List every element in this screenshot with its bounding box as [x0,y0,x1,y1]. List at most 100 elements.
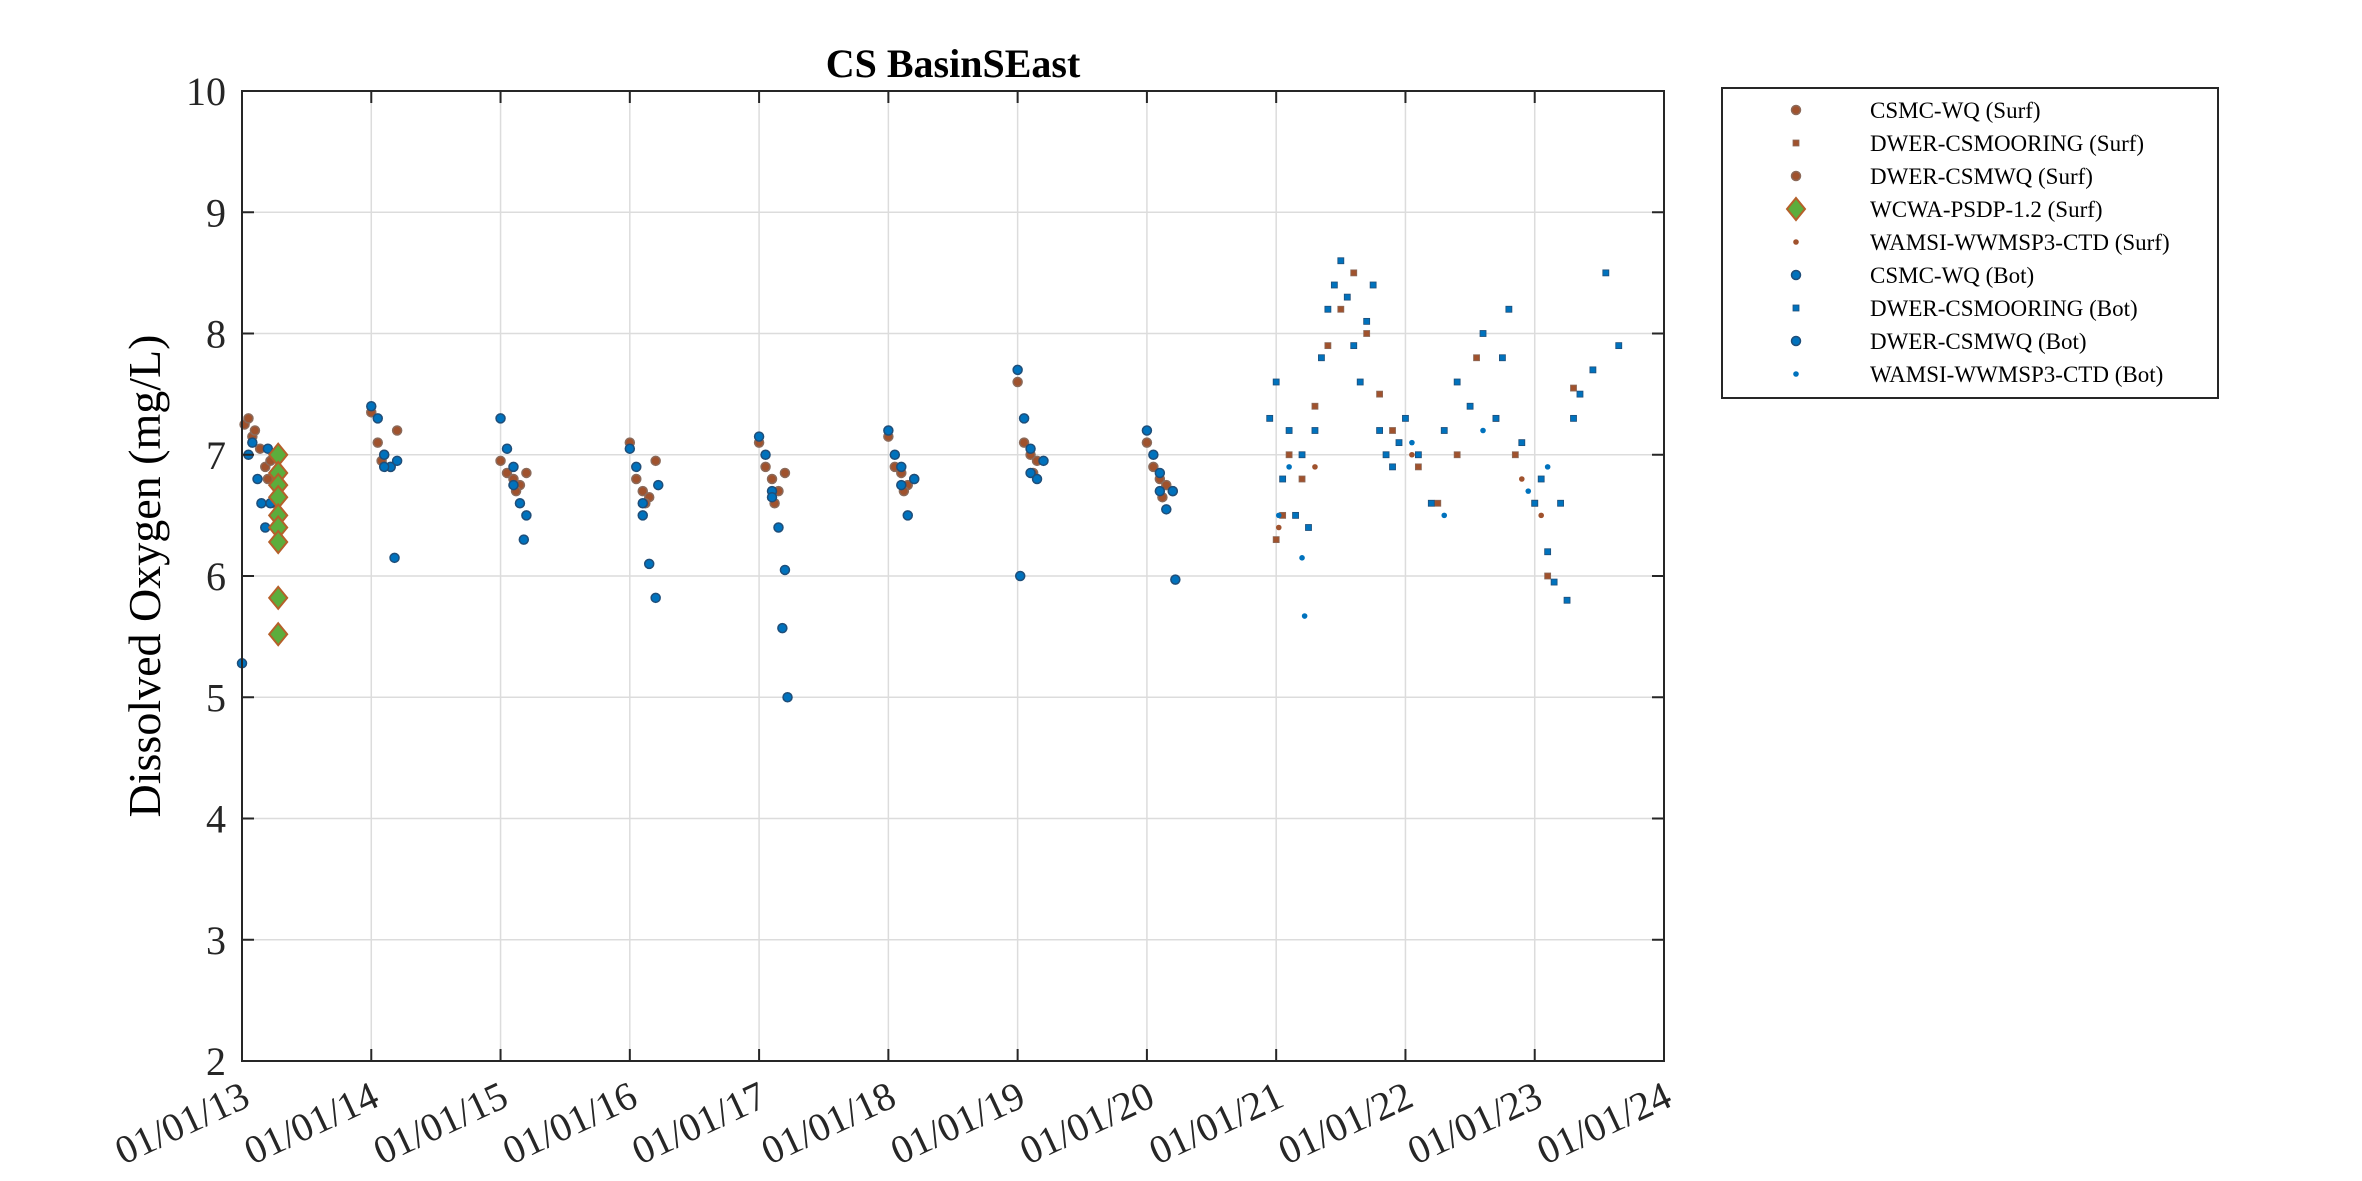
data-point [508,461,519,473]
data-point [1409,439,1415,446]
data-point [1350,342,1358,350]
data-point [777,622,788,634]
data-point [1298,475,1306,483]
data-point [372,413,383,424]
y-tick-label: 3 [206,918,226,963]
data-point [1301,613,1308,619]
data-point [372,437,383,448]
data-point [1025,467,1036,479]
data-point [1414,451,1422,459]
series-csmc-wq-bot [236,364,1181,703]
data-point [378,449,390,460]
data-point [501,443,513,454]
x-tick-label: 01/01/21 [1142,1072,1290,1173]
data-point [256,498,267,509]
legend-marker [1790,170,1802,182]
series-dwer-csmooring-surf [1272,269,1577,580]
data-point [1389,427,1396,434]
data-point [1161,504,1172,515]
legend-label: DWER-CSMOORING (Bot) [1870,296,2138,321]
x-tick-label: 01/01/18 [754,1072,902,1173]
data-point [514,498,526,509]
data-point [1395,439,1403,447]
data-point [366,401,377,412]
data-point [779,467,791,479]
data-point [782,692,793,703]
y-axis-label: Dissolved Oxygen (mg/L) [119,335,170,818]
data-point [1453,378,1461,386]
data-point [1337,257,1345,265]
legend-marker [1792,304,1800,312]
data-point [1272,536,1280,544]
legend-label: WCWA-PSDP-1.2 (Surf) [1870,197,2103,222]
data-point [1272,378,1280,386]
data-point [1299,555,1305,561]
data-point [1453,451,1461,459]
data-point [1311,427,1319,434]
legend-label: CSMC-WQ (Bot) [1870,263,2034,288]
data-point [1363,330,1371,337]
data-point [391,455,403,467]
legend: CSMC-WQ (Surf) DWER-CSMOORING (Surf) DWER-… [1721,87,2219,399]
data-point [889,449,901,460]
legend-label: CSMC-WQ (Surf) [1870,98,2041,123]
data-point [249,425,261,436]
data-point [267,585,289,611]
data-point [624,443,636,454]
x-tick-label: 01/01/14 [237,1072,385,1173]
legend-marker [1793,371,1799,377]
data-point [1170,574,1181,585]
data-point [643,558,655,570]
x-tick-label: 01/01/24 [1530,1072,1678,1173]
data-point [1154,485,1166,497]
data-point [1615,342,1623,350]
data-marks [236,257,1623,703]
data-point [1285,451,1293,459]
data-point [501,467,513,479]
data-point [1570,384,1577,392]
data-point [760,461,771,473]
data-point [637,498,648,509]
legend-marker [1790,269,1802,281]
data-point [1363,317,1371,325]
data-point [1311,402,1319,410]
data-point [1409,451,1415,458]
data-point [650,592,661,604]
data-point [1531,499,1539,507]
data-point [1550,578,1558,586]
data-point [391,425,403,436]
data-point [1298,451,1306,459]
data-point [1337,305,1345,313]
data-point [908,473,920,485]
data-point [1563,596,1571,604]
data-point [653,479,664,491]
data-point [1589,366,1597,374]
data-point [1012,376,1023,388]
data-point [1038,455,1049,467]
x-tick-label: 01/01/23 [1401,1072,1549,1173]
data-point [1148,461,1159,473]
y-tick-label: 8 [206,312,226,357]
legend-label: DWER-CSMWQ (Surf) [1870,164,2093,189]
data-point [508,479,519,491]
series-wamsi-wwmsp3-ctd-surf [1275,451,1544,531]
data-point [1511,451,1519,459]
data-point [1544,464,1551,470]
data-point [1141,425,1153,436]
data-point [779,564,791,576]
data-point [1324,305,1332,313]
y-tick-label: 5 [206,675,226,720]
data-point [1012,364,1023,376]
data-point [1154,467,1166,479]
data-point [1018,413,1030,424]
data-point [1343,293,1351,301]
data-point [1519,476,1525,482]
data-point [1376,390,1383,398]
data-point [1525,488,1532,494]
x-tick-label: 01/01/16 [496,1072,644,1173]
data-point [252,473,263,485]
grid-layer [242,91,1664,1061]
x-tick-label: 01/01/20 [1013,1072,1161,1173]
legend-label: DWER-CSMWQ (Bot) [1870,329,2087,354]
series-dwer-csmwq-bot [265,461,1166,509]
